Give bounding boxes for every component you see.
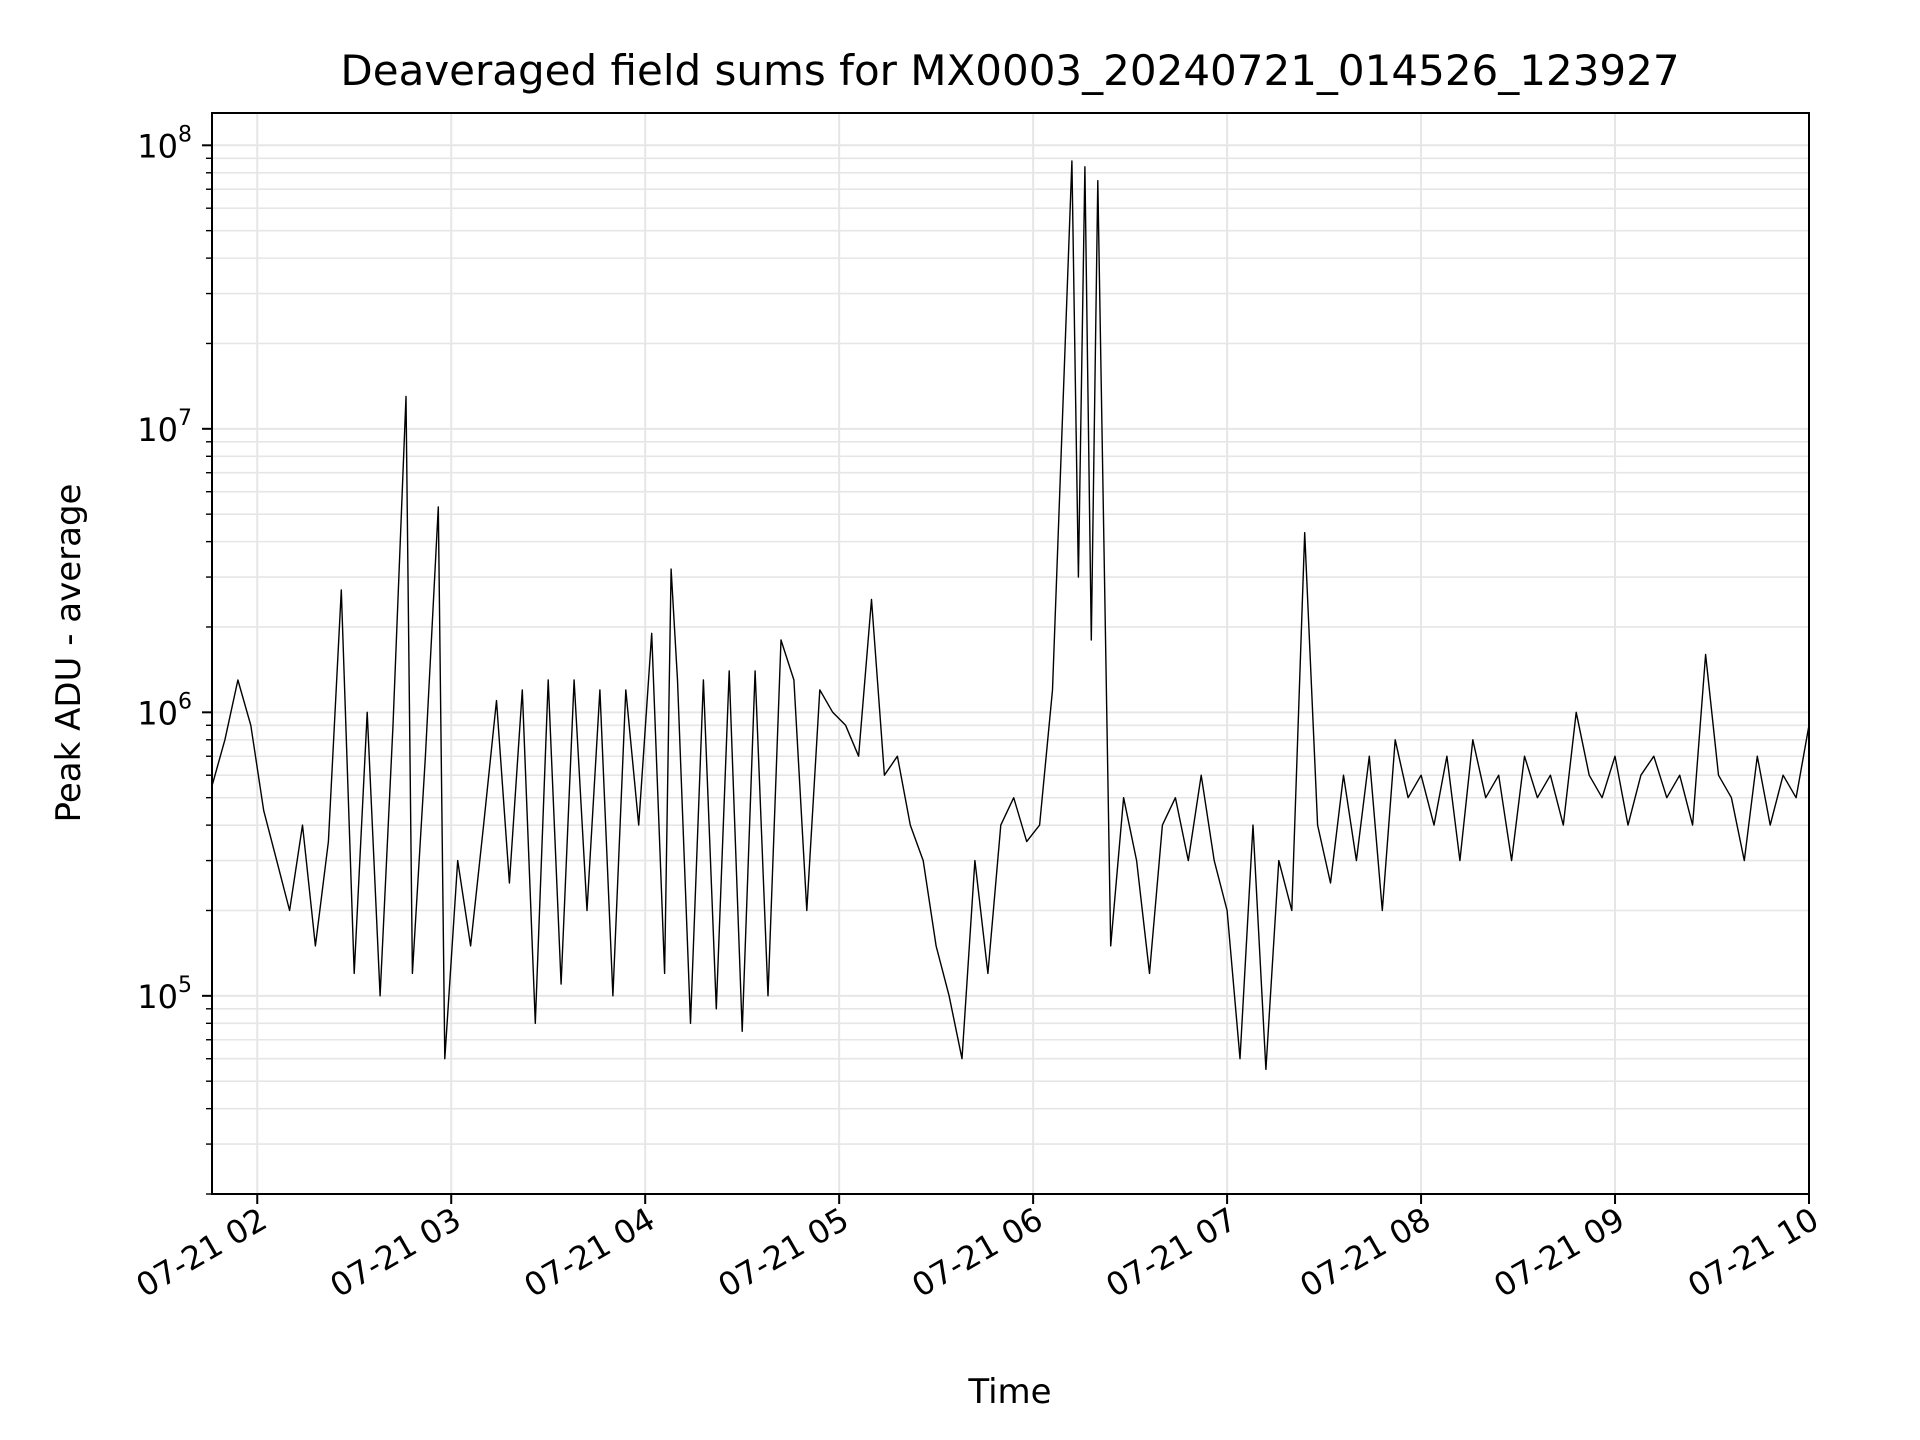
y-tick-label: 108	[137, 122, 192, 165]
y-axis: 105 106 107 108	[137, 122, 212, 1195]
y-tick-label: 105	[137, 973, 192, 1016]
chart-title: Deaveraged field sums for MX0003_2024072…	[340, 46, 1679, 95]
plot-area	[211, 160, 1810, 1071]
series-line-0	[211, 160, 1810, 1071]
grid	[212, 113, 1810, 1195]
y-tick-label: 106	[137, 689, 192, 732]
y-tick-label: 107	[137, 406, 192, 449]
x-axis-label: Time	[967, 1372, 1051, 1412]
y-axis-label: Peak ADU - average	[49, 484, 89, 823]
axes-frame	[211, 112, 1810, 1195]
